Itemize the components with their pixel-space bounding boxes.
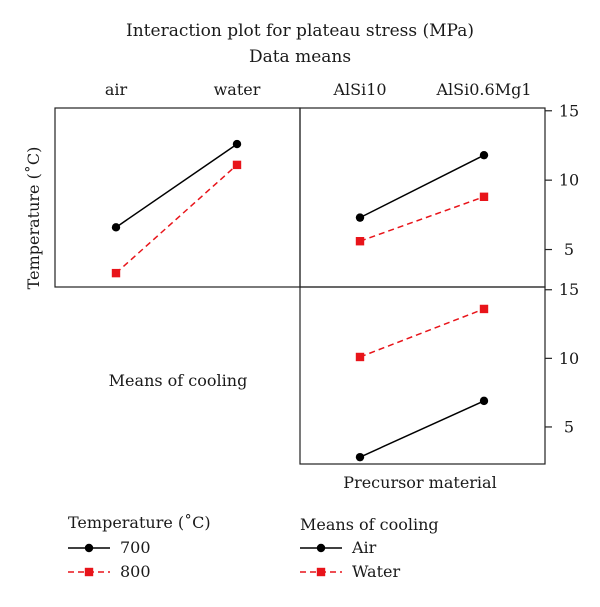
data-point-precursor-by-temperature-700-alsi10 (355, 213, 365, 222)
legend-label-700: 700 (120, 538, 151, 557)
chart-subtitle: Data means (249, 47, 351, 67)
chart-title: Interaction plot for plateau stress (MPa… (126, 21, 474, 41)
y-axis-ticks: 5 10 15 5 10 15 (545, 101, 579, 436)
x-label-cooling-water: water (214, 80, 261, 99)
y-tick-label-row1-15: 15 (559, 280, 579, 299)
data-point-precursor-by-temperature-700-alsi06mg1 (479, 150, 489, 160)
panel-frame-precursor-temperature (299, 107, 546, 288)
data-point-precursor-by-cooling-air-alsi06mg1 (479, 396, 489, 406)
legend-title-temperature: Temperature (˚C) (68, 513, 211, 532)
legend-marker-air (316, 543, 326, 553)
plot-data (111, 139, 489, 462)
y-tick-label-row0-5: 5 (564, 240, 574, 259)
legend-marker-700 (84, 543, 94, 553)
legend-marker-800 (84, 567, 94, 577)
y-tick-label-row1-5: 5 (564, 417, 574, 436)
data-point-cooling-by-temperature-800-water (232, 160, 242, 170)
data-point-precursor-by-cooling-water-alsi06mg1 (479, 304, 489, 314)
factor-label-precursor: Precursor material (343, 473, 496, 492)
series-line-cooling-by-temperature-800 (115, 164, 238, 274)
panel-frame-precursor-cooling (299, 286, 546, 465)
series-line-precursor-by-cooling-air (359, 400, 485, 458)
legend-marker-water (316, 567, 326, 577)
y-axis-label-temperature: Temperature (˚C) (24, 147, 43, 290)
data-point-cooling-by-temperature-800-air (111, 268, 121, 278)
y-tick-label-row0-10: 10 (559, 171, 579, 190)
series-line-cooling-by-temperature-700 (115, 143, 238, 228)
y-tick-label-row0-15: 15 (559, 101, 579, 120)
legend-title-cooling: Means of cooling (300, 515, 439, 534)
data-point-precursor-by-temperature-800-alsi10 (355, 237, 365, 246)
legend-entries-cooling: Air Water (300, 538, 400, 581)
series-line-precursor-by-temperature-800 (359, 196, 485, 242)
data-point-cooling-by-temperature-700-air (111, 223, 121, 232)
x-label-cooling-air: air (105, 80, 128, 99)
legend-label-water: Water (352, 562, 400, 581)
data-point-precursor-by-temperature-800-alsi06mg1 (479, 192, 489, 202)
factor-label-cooling: Means of cooling (109, 371, 248, 390)
series-line-precursor-by-cooling-water (359, 308, 485, 358)
y-tick-label-row1-10: 10 (559, 349, 579, 368)
data-point-precursor-by-cooling-air-alsi10 (355, 452, 365, 462)
data-point-precursor-by-cooling-water-alsi10 (355, 352, 365, 362)
legend-cooling: Means of cooling Air Water (300, 515, 439, 581)
data-point-cooling-by-temperature-700-water (232, 139, 242, 149)
series-line-precursor-by-temperature-700 (359, 154, 485, 219)
legend-label-800: 800 (120, 562, 151, 581)
panel-frame-cooling-temperature (54, 107, 301, 288)
legend-label-air: Air (351, 538, 377, 557)
x-label-precursor-alsi10: AlSi10 (332, 80, 386, 99)
x-label-precursor-alsi06mg1: AlSi0.6Mg1 (436, 80, 532, 99)
